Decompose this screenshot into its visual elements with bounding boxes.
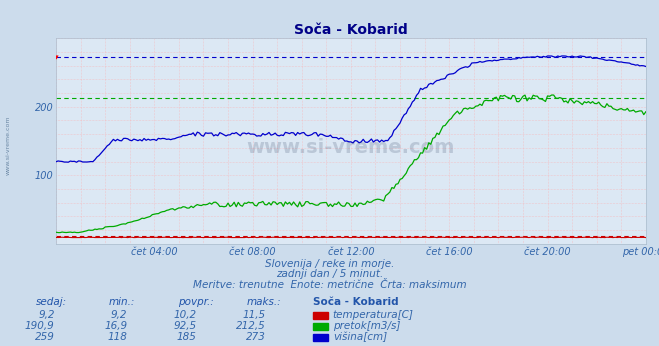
- Text: 10,2: 10,2: [173, 310, 196, 320]
- Text: zadnji dan / 5 minut.: zadnji dan / 5 minut.: [276, 270, 383, 280]
- Text: 16,9: 16,9: [104, 321, 127, 331]
- Text: 190,9: 190,9: [25, 321, 55, 331]
- Text: 92,5: 92,5: [173, 321, 196, 331]
- Text: 11,5: 11,5: [243, 310, 266, 320]
- Text: min.:: min.:: [109, 297, 135, 307]
- Title: Soča - Kobarid: Soča - Kobarid: [294, 23, 408, 37]
- Text: Meritve: trenutne  Enote: metrične  Črta: maksimum: Meritve: trenutne Enote: metrične Črta: …: [192, 280, 467, 290]
- Text: pretok[m3/s]: pretok[m3/s]: [333, 321, 400, 331]
- Text: www.si-vreme.com: www.si-vreme.com: [5, 116, 11, 175]
- Text: 259: 259: [35, 332, 55, 342]
- Text: Soča - Kobarid: Soča - Kobarid: [313, 297, 399, 307]
- Text: povpr.:: povpr.:: [178, 297, 214, 307]
- Text: 185: 185: [177, 332, 196, 342]
- Text: www.si-vreme.com: www.si-vreme.com: [246, 138, 455, 157]
- Text: maks.:: maks.:: [247, 297, 282, 307]
- Text: temperatura[C]: temperatura[C]: [333, 310, 414, 320]
- Text: 9,2: 9,2: [38, 310, 55, 320]
- Text: višina[cm]: višina[cm]: [333, 331, 387, 342]
- Text: sedaj:: sedaj:: [36, 297, 67, 307]
- Text: 9,2: 9,2: [111, 310, 127, 320]
- Text: 212,5: 212,5: [236, 321, 266, 331]
- Text: Slovenija / reke in morje.: Slovenija / reke in morje.: [265, 259, 394, 269]
- Text: 273: 273: [246, 332, 266, 342]
- Text: 118: 118: [107, 332, 127, 342]
